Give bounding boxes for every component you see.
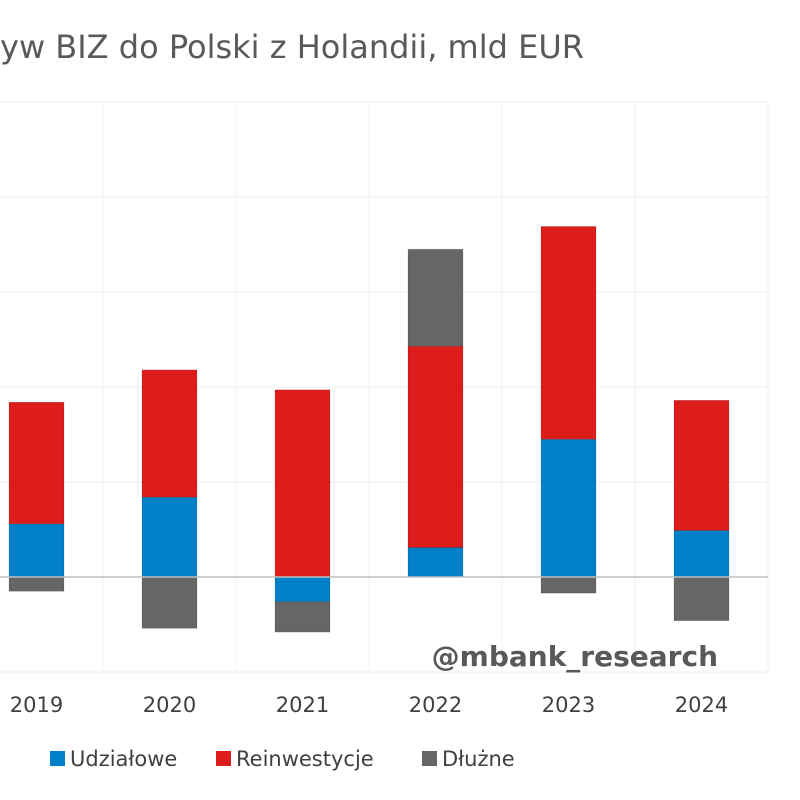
legend-label-udziałowe: Udziałowe (70, 747, 177, 771)
bar-udziałowe-2023 (540, 438, 597, 578)
x-tick-label: 2020 (143, 693, 196, 717)
bar-dłużne-2019 (8, 576, 65, 592)
bar-reinwestycje-2022 (407, 345, 464, 548)
bar-udziałowe-2021 (274, 576, 331, 603)
x-tick-label: 2019 (10, 693, 63, 717)
chart-title: yw BIZ do Polski z Holandii, mld EUR (0, 28, 584, 66)
x-tick-label: 2021 (276, 693, 329, 717)
legend-swatch-reinwestycje (216, 751, 231, 766)
bar-udziałowe-2022 (407, 547, 464, 578)
bar-dłużne-2021 (274, 601, 331, 633)
x-tick-label: 2022 (409, 693, 462, 717)
bars (8, 226, 730, 633)
bar-dłużne-2022 (407, 248, 464, 347)
x-tick-label: 2024 (675, 693, 728, 717)
bar-reinwestycje-2021 (274, 389, 331, 578)
gridlines (0, 101, 769, 673)
bar-udziałowe-2024 (673, 530, 730, 578)
bar-reinwestycje-2019 (8, 401, 65, 525)
bar-reinwestycje-2023 (540, 226, 597, 440)
legend-swatch-dłużne (422, 751, 437, 766)
bar-dłużne-2024 (673, 576, 730, 622)
bar-udziałowe-2019 (8, 523, 65, 578)
x-tick-label: 2023 (542, 693, 595, 717)
watermark: @mbank_research (432, 640, 718, 673)
bar-reinwestycje-2024 (673, 399, 730, 531)
legend-label-dłużne: Dłużne (442, 747, 515, 771)
bar-udziałowe-2020 (141, 496, 198, 578)
legend: Udziałowe Reinwestycje Dłużne (50, 747, 515, 771)
legend-swatch-udziałowe (50, 751, 65, 766)
bar-reinwestycje-2020 (141, 369, 198, 498)
bar-dłużne-2020 (141, 576, 198, 629)
legend-label-reinwestycje: Reinwestycje (236, 747, 374, 771)
bar-dłużne-2023 (540, 576, 597, 594)
x-axis-ticks: 2019 2020 2021 2022 2023 2024 (10, 693, 728, 717)
